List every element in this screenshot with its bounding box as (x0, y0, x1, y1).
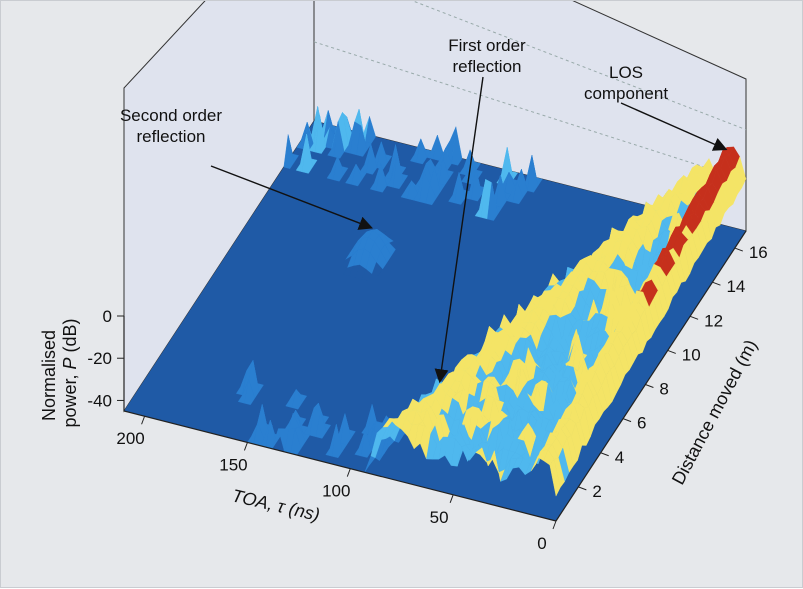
x-tick-label: 0 (537, 534, 546, 553)
grid-line (411, 1, 747, 131)
annotation-label-line: reflection (137, 127, 206, 146)
z-tick-label: 0 (103, 307, 112, 326)
annotation-label: Second order reflection (120, 106, 222, 146)
z-axis-label-line-1: Normalised (39, 330, 59, 421)
x-tick-label: 50 (430, 508, 449, 527)
surface-facet (425, 183, 437, 206)
y-tick-label: 4 (615, 448, 624, 467)
y-tick-label: 10 (682, 345, 701, 364)
x-tick (552, 520, 557, 530)
y-tick-label: 14 (726, 277, 745, 296)
y-tick (600, 452, 609, 457)
annotation-label-line: First order (448, 36, 526, 55)
y-tick (578, 486, 587, 491)
surface-facet (487, 182, 499, 221)
surface-facet (361, 268, 373, 282)
surface-facet (351, 163, 363, 187)
annotation-label-line: Second order (120, 106, 222, 125)
y-tick-label: 12 (704, 311, 723, 330)
surface-facet (302, 133, 314, 174)
annotation: Second order reflection (120, 106, 373, 230)
y-tick-label: 2 (592, 482, 601, 501)
axes-box-front (123, 230, 747, 522)
surface-facet (451, 126, 463, 166)
annotations: Second order reflection First order reflect… (120, 36, 728, 384)
grid-line (313, 41, 747, 181)
y-tick (667, 349, 676, 354)
y-axis-line (555, 230, 747, 522)
z-axis-label: Normalised power, P (dB) (39, 318, 80, 427)
surface-facet (360, 429, 372, 458)
back-wall (313, 1, 747, 232)
y-tick (689, 315, 699, 320)
surface-facet (527, 155, 539, 193)
y-tick (622, 418, 632, 423)
surface-facet (366, 143, 378, 175)
surface-facet (333, 121, 345, 159)
annotation-label-line: reflection (453, 57, 522, 76)
annotation-label: LOS component (584, 63, 668, 103)
surface-facet (356, 125, 368, 157)
annotation: First order reflection (434, 36, 526, 384)
y-tick (712, 281, 721, 286)
y-tick-label: 8 (659, 380, 668, 399)
surface (124, 106, 747, 521)
annotation-arrow (434, 76, 484, 384)
x-tick (141, 416, 146, 425)
surface-facet (283, 134, 295, 169)
x-tick-label: 150 (219, 455, 247, 474)
z-tick-label: -40 (87, 391, 112, 410)
surface-facet (315, 411, 327, 439)
surface-facet (471, 167, 483, 202)
y-tick (734, 247, 743, 252)
surface-facet (454, 172, 466, 205)
x-tick (449, 494, 454, 503)
surface-facet (244, 379, 256, 406)
x-tick (243, 442, 248, 451)
surface-facet (332, 155, 344, 182)
x-tick (346, 468, 351, 477)
annotation-arrow (210, 165, 373, 230)
surface-facet (549, 458, 561, 497)
x-axis-line (123, 410, 557, 522)
z-tick-label: -20 (87, 349, 112, 368)
annotation-label-line: component (584, 84, 668, 103)
z-axis-label-line-2: power, P (dB) (60, 318, 80, 427)
surface-facet (291, 388, 303, 410)
surface-facet (512, 180, 524, 205)
surface-facet (314, 114, 326, 154)
annotation-arrow (620, 102, 728, 151)
x-tick-label: 100 (322, 482, 350, 501)
surface-facet (416, 138, 428, 165)
x-tick-label: 200 (116, 429, 144, 448)
annotation-label-line: LOS (609, 63, 643, 82)
y-tick-label: 16 (749, 243, 768, 262)
annotation-label: First order reflection (448, 36, 526, 76)
axes-box-back (123, 1, 747, 413)
y-tick (645, 384, 654, 388)
x-axis-label: TOA, τ (ns) (230, 485, 322, 525)
surface-facet (392, 153, 404, 190)
surface-facet (376, 163, 388, 193)
surface-facet (371, 262, 383, 277)
y-tick-label: 6 (637, 414, 646, 433)
surface-facet (331, 424, 343, 459)
annotation: LOS component (584, 63, 728, 151)
